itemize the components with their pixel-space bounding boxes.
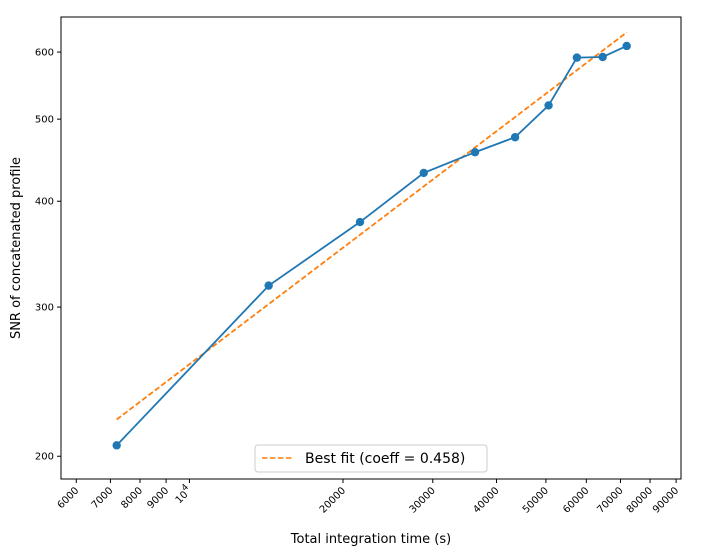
- y-tick-label: 200: [35, 452, 54, 463]
- snr-series-line: [116, 45, 628, 446]
- y-tick-label: 600: [35, 48, 54, 59]
- y-tick-label: 300: [35, 303, 54, 314]
- legend-best-fit-label: Best fit (coeff = 0.458): [305, 451, 465, 467]
- snr-data-point: [622, 41, 631, 51]
- snr-data-point: [112, 441, 121, 450]
- legend-box: [254, 444, 488, 473]
- y-tick-label: 500: [35, 115, 54, 126]
- y-tick-label: 400: [35, 197, 54, 208]
- snr-data-point: [572, 53, 582, 62]
- snr-data-point: [470, 148, 480, 157]
- snr-data-point: [544, 101, 553, 110]
- y-axis-label: SNR of concatenated profile: [9, 157, 24, 339]
- plot-frame: [60, 16, 682, 480]
- snr-data-point: [419, 168, 428, 178]
- snr-data-point: [598, 52, 607, 62]
- y-axis-ticks: 200 300 400 500 600: [35, 48, 61, 463]
- series-layer: [112, 31, 631, 450]
- snr-data-point: [355, 217, 365, 227]
- snr-data-point: [264, 281, 273, 290]
- x-axis-label: Total integration time (s): [290, 532, 451, 547]
- legend: Best fit (coeff = 0.458): [254, 444, 488, 473]
- snr-data-point: [510, 133, 520, 142]
